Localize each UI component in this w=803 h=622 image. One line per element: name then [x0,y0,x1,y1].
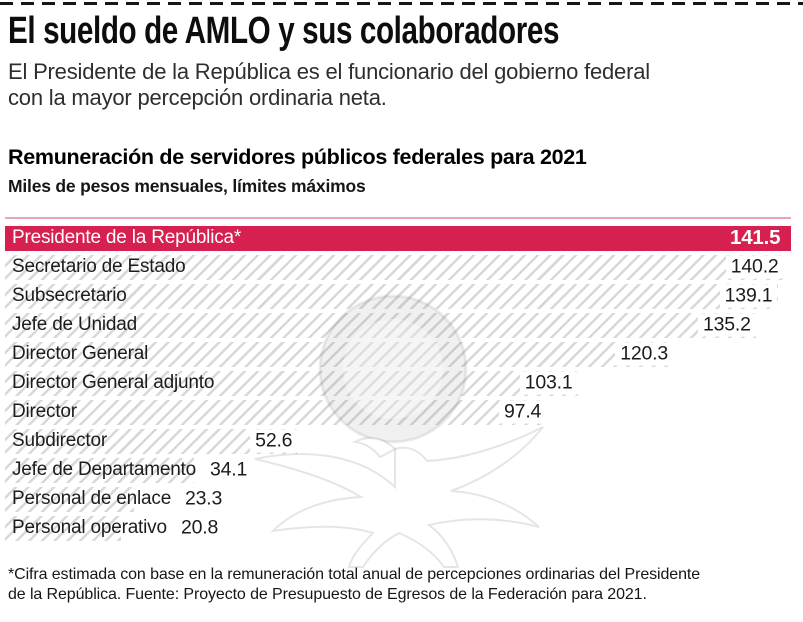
bar-category-label: Presidente de la República* [12,227,242,249]
bar-row: Director General adjunto 103.1 [5,370,791,396]
source-footnote: *Cifra estimada con base en la remunerac… [8,565,701,603]
bar-category-label: Jefe de Departamento [12,459,197,481]
bar-row: Personal operativo 20.8 [5,515,791,541]
bar [5,428,298,454]
bar [5,283,778,309]
bar-row: Director 97.4 [5,399,791,425]
page-title-text: El sueldo de AMLO y sus colaboradores [8,10,560,52]
bar-row: Jefe de Departamento 34.1 [5,457,791,483]
bar-row: Subdirector 52.6 [5,428,791,454]
bar-value-label: 20.8 [176,516,224,540]
bar [5,341,674,367]
bar-row: Subsecretario 139.1 [5,283,791,309]
bar [5,312,756,338]
bar-category-label: Personal de enlace [12,488,172,510]
chart-top-rule [5,216,791,219]
chart-subtitle: Miles de pesos mensuales, límites máximo… [8,175,366,196]
bar-category-label: Director [12,401,77,423]
bar-category-label: Subdirector [12,430,107,452]
bar-row: Presidente de la República* 141.5 [5,225,791,251]
bar-category-label: Subsecretario [12,285,127,307]
top-dashed-rule [0,2,803,5]
bar [5,486,135,512]
bar-value-label: 97.4 [499,400,547,424]
bar-category-label: Director General [12,343,149,365]
bar-category-label: Secretario de Estado [12,256,186,278]
bar [5,254,784,280]
bar [5,457,195,483]
bar-value-label: 141.5 [730,226,781,250]
bar-row: Secretario de Estado 140.2 [5,254,791,280]
bar-chart: Presidente de la República* 141.5 Secretar… [5,216,791,568]
bar-value-label: 140.2 [725,255,784,279]
chart-title: Remuneración de servidores públicos fede… [8,144,587,169]
page-subtitle: El Presidente de la República es el func… [8,58,650,111]
bar-category-label: Director General adjunto [12,372,215,394]
bar-value-label: 139.1 [719,284,778,308]
bar [5,370,578,396]
bar-category-label: Personal operativo [12,517,167,539]
bar [5,399,547,425]
bar-value-label: 120.3 [615,342,674,366]
bar-value-label: 103.1 [519,371,578,395]
bar-value-label: 52.6 [250,429,298,453]
bar-value-label: 23.3 [180,487,228,511]
bar-value-label: 34.1 [205,458,253,482]
bar-row: Jefe de Unidad 135.2 [5,312,791,338]
bar-row: Personal de enlace 23.3 [5,486,791,512]
bar [5,515,121,541]
bar-row: Director General 120.3 [5,341,791,367]
page-title: El sueldo de AMLO y sus colaboradores [8,12,803,51]
bar-value-label: 135.2 [698,313,756,337]
bar-category-label: Jefe de Unidad [12,314,138,336]
bar-highlight [5,225,791,251]
